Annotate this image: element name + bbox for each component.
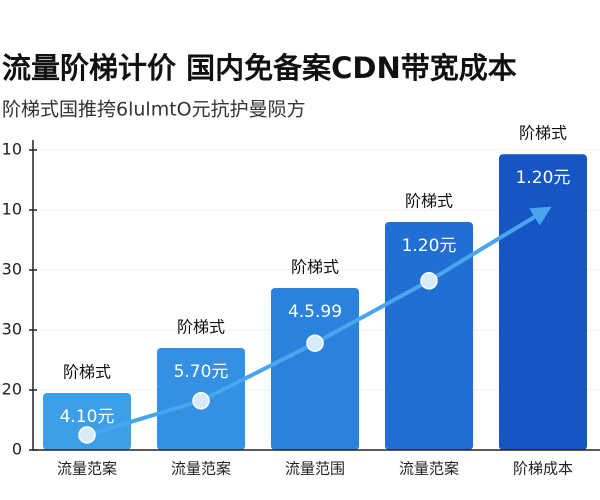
y-tick-label: 10 [2,140,22,159]
value-label: 1.20元 [516,168,571,188]
y-tick-label: 20 [2,380,22,399]
chart-subtitle: 阶梯式国推挎6lulmtO元抗护曼陨方 [2,99,306,121]
value-label: 1.20元 [402,236,457,256]
bar [385,222,473,450]
bar [499,154,587,450]
value-label: 5.70元 [174,362,229,382]
bar-annotation: 阶梯式 [519,124,567,143]
bar [271,288,359,450]
trend-point [420,272,438,290]
trend-point [306,334,324,352]
y-tick-label: 0 [12,440,22,459]
trend-point [78,426,96,444]
value-label: 4.10元 [60,407,115,427]
y-tick-label: 30 [2,320,22,339]
x-tick-label: 流量范围 [285,460,345,478]
x-tick-label: 流量范案 [57,460,117,478]
y-tick-label: 30 [2,260,22,279]
chart-title: 流量阶梯计价 国内免备案CDN带宽成本 [2,51,517,85]
bar-annotation: 阶梯式 [177,318,225,337]
value-label: 4.5.99 [288,302,342,322]
y-tick-label: 10 [2,200,22,219]
bar-annotation: 阶梯式 [405,192,453,211]
x-tick-label: 流量范案 [399,460,459,478]
bar [43,393,131,450]
trend-point [192,392,210,410]
bar-annotation: 阶梯式 [291,258,339,277]
bar-annotation: 阶梯式 [63,363,111,382]
x-tick-label: 流量范案 [171,460,231,478]
x-tick-label: 阶梯成本 [513,460,573,478]
